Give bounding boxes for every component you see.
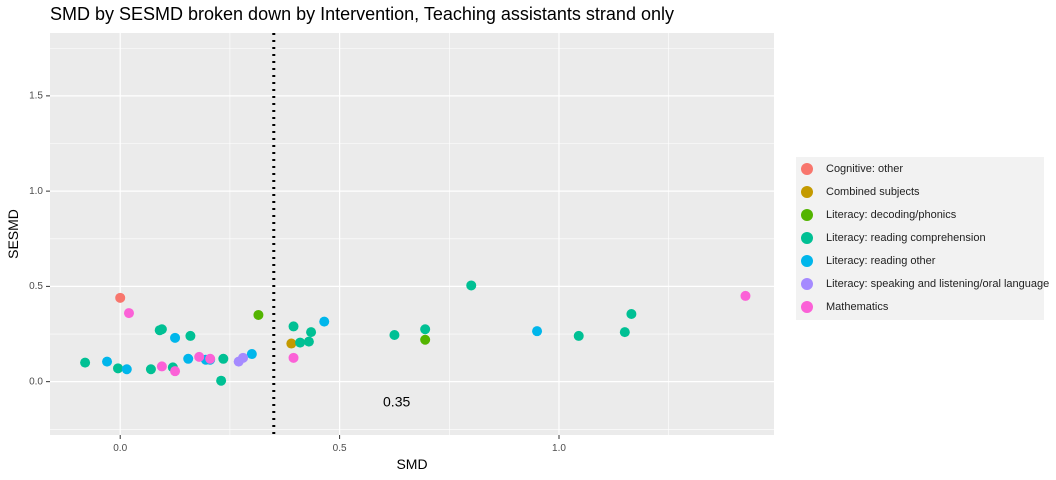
legend-swatch: [801, 254, 813, 267]
legend-swatch: [801, 185, 813, 198]
data-point: [573, 330, 584, 341]
data-point: [123, 308, 134, 319]
legend-item: Mathematics: [796, 295, 888, 318]
data-point: [145, 364, 156, 375]
data-point: [218, 353, 229, 364]
data-point: [295, 337, 306, 348]
chart-title: SMD by SESMD broken down by Intervention…: [50, 4, 674, 24]
data-point: [420, 334, 431, 345]
data-point: [306, 327, 317, 338]
data-point: [185, 330, 196, 341]
data-point: [238, 352, 249, 363]
legend-item: Literacy: reading comprehension: [796, 226, 986, 249]
data-point: [286, 338, 297, 349]
data-point: [205, 353, 216, 364]
legend-swatch: [801, 162, 813, 175]
plot-panel: [50, 33, 774, 435]
legend: Cognitive: other Combined subjects Literac…: [796, 157, 1049, 320]
data-point: [216, 375, 227, 386]
y-axis-label: SESMD: [5, 209, 21, 259]
data-point: [619, 327, 630, 338]
data-point: [246, 349, 257, 360]
data-point: [389, 329, 400, 340]
data-point: [194, 351, 205, 362]
data-point: [532, 326, 543, 337]
legend-swatch: [801, 277, 813, 290]
legend-label: Mathematics: [826, 300, 889, 313]
data-point: [183, 353, 194, 364]
legend-item: Literacy: reading other: [796, 249, 935, 272]
legend-swatch: [801, 300, 813, 313]
data-point: [115, 292, 126, 303]
legend-item: Literacy: speaking and listening/oral la…: [796, 272, 1049, 295]
data-point: [319, 316, 330, 327]
data-point: [80, 357, 91, 368]
data-point: [253, 309, 264, 320]
legend-label: Literacy: speaking and listening/oral la…: [826, 277, 1050, 290]
legend-item: Literacy: decoding/phonics: [796, 203, 956, 226]
legend-label: Literacy: reading other: [826, 254, 936, 267]
data-point: [170, 366, 181, 377]
data-point: [466, 280, 477, 291]
reference-line-label: 0.35: [383, 393, 410, 409]
data-point: [740, 290, 751, 301]
legend-swatch: [801, 208, 813, 221]
data-point: [102, 356, 113, 367]
x-tick-label: 1.0: [552, 443, 566, 454]
data-point: [113, 363, 124, 374]
data-point: [288, 352, 299, 363]
y-tick-label: 0.0: [29, 376, 43, 387]
data-point: [121, 364, 132, 375]
legend-label: Cognitive: other: [826, 162, 904, 175]
x-tick-label: 0.5: [333, 443, 347, 454]
data-point: [420, 324, 431, 335]
x-axis-label: SMD: [396, 456, 427, 472]
data-point: [156, 324, 167, 335]
data-point: [170, 332, 181, 343]
legend-item: Combined subjects: [796, 180, 920, 203]
legend-label: Literacy: decoding/phonics: [826, 208, 957, 221]
y-tick-label: 1.5: [29, 91, 43, 102]
data-point: [626, 309, 637, 320]
x-tick-label: 0.0: [113, 443, 127, 454]
legend-label: Combined subjects: [826, 185, 920, 198]
legend-label: Literacy: reading comprehension: [826, 231, 986, 244]
data-point: [156, 361, 167, 372]
data-point: [303, 336, 314, 347]
y-tick-label: 1.0: [29, 186, 43, 197]
data-point: [288, 321, 299, 332]
legend-item: Cognitive: other: [796, 157, 903, 180]
legend-swatch: [801, 231, 813, 244]
y-tick-label: 0.5: [29, 281, 43, 292]
